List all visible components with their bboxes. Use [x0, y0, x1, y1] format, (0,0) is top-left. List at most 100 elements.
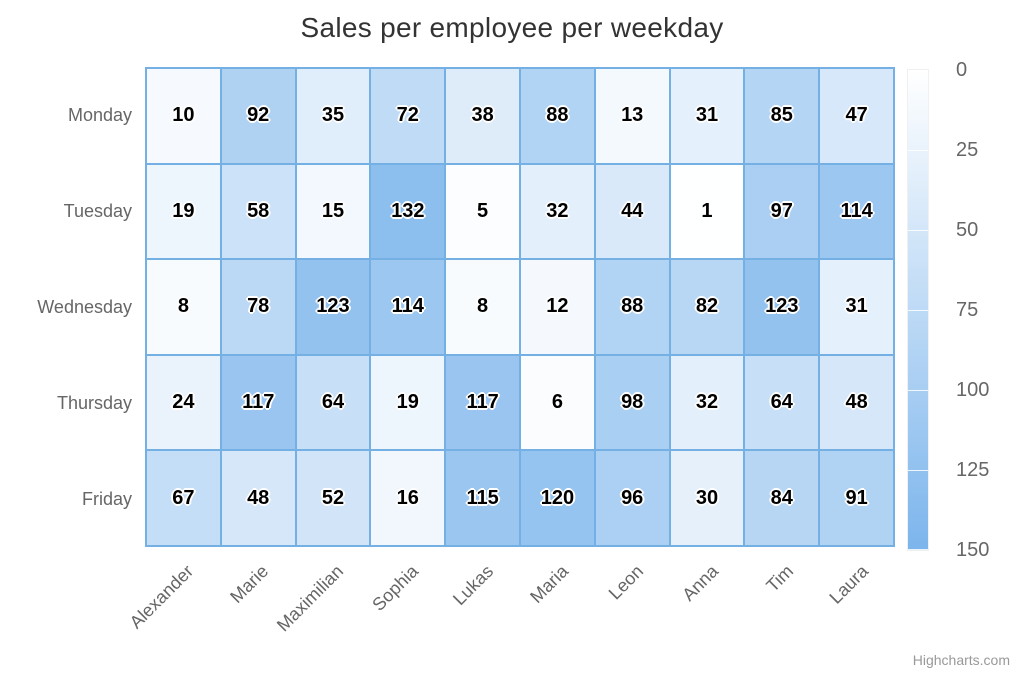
heatmap-cell[interactable]: 92	[220, 68, 296, 164]
cell-value-label: 48	[845, 391, 868, 414]
heatmap-cell[interactable]: 48	[220, 450, 296, 546]
cell-value-label: 88	[621, 295, 644, 318]
cell-value-label: 84	[770, 486, 793, 509]
cell-value-label: 8	[477, 295, 489, 318]
cell-value-label: 30	[695, 486, 719, 509]
cell-value-label: 19	[396, 391, 419, 414]
cell-value-label: 35	[321, 104, 345, 127]
x-axis-label: Laura	[824, 561, 872, 608]
y-axis-label: Tuesday	[63, 200, 132, 221]
heatmap-cell[interactable]: 15	[295, 163, 371, 260]
heatmap-cell[interactable]: 13	[594, 68, 670, 164]
cell-value-label: 31	[845, 295, 868, 318]
heatmap-cell[interactable]: 67	[146, 450, 221, 546]
heatmap-cell[interactable]: 31	[819, 259, 894, 355]
cell-value-label: 123	[765, 295, 799, 318]
color-axis-legend-bar	[908, 70, 928, 550]
legend-tick-line	[908, 390, 928, 391]
cell-value-label: 120	[540, 486, 575, 509]
cell-value-label: 117	[242, 391, 275, 414]
heatmap-cell[interactable]: 10	[146, 68, 221, 164]
cell-value-label: 88	[546, 104, 569, 127]
cell-value-label: 38	[471, 104, 494, 127]
heatmap-cell[interactable]: 16	[370, 450, 446, 546]
heatmap-cell[interactable]: 96	[594, 450, 670, 546]
heatmap-cell[interactable]: 24	[146, 354, 221, 451]
y-axis-label: Thursday	[56, 392, 132, 413]
heatmap-cell[interactable]: 52	[295, 450, 371, 546]
cell-value-label: 10	[172, 104, 195, 127]
heatmap-cell[interactable]: 32	[669, 354, 745, 451]
heatmap-cell[interactable]: 58	[220, 163, 296, 260]
heatmap-cell[interactable]: 115	[445, 450, 520, 546]
cell-value-label: 8	[177, 295, 189, 318]
cell-value-label: 15	[321, 199, 345, 222]
heatmap-cell[interactable]: 5	[445, 163, 520, 260]
heatmap-cell[interactable]: 98	[594, 354, 670, 451]
heatmap-cell[interactable]: 19	[146, 163, 221, 260]
legend-tick-line	[908, 549, 928, 550]
heatmap-cell[interactable]: 72	[370, 68, 446, 164]
heatmap-cell[interactable]: 8	[146, 259, 221, 355]
heatmap-cell[interactable]: 114	[819, 163, 894, 260]
heatmap-cell[interactable]: 64	[295, 354, 371, 451]
heatmap-cell[interactable]: 47	[819, 68, 894, 164]
heatmap-cell[interactable]: 91	[819, 450, 894, 546]
heatmap-cell[interactable]: 6	[520, 354, 595, 451]
cell-value-label: 115	[466, 486, 499, 509]
cell-value-label: 91	[845, 486, 868, 509]
heatmap-cell[interactable]: 64	[744, 354, 820, 451]
heatmap-cell[interactable]: 117	[445, 354, 520, 451]
heatmap-cell[interactable]: 31	[669, 68, 745, 164]
legend-tick-label: 25	[956, 139, 979, 161]
heatmap-cell[interactable]: 117	[220, 354, 296, 451]
heatmap-cell[interactable]: 88	[520, 68, 595, 164]
cell-value-label: 58	[247, 199, 270, 222]
legend-tick-label: 150	[956, 539, 990, 561]
cell-value-label: 98	[621, 391, 644, 414]
heatmap-cell[interactable]: 38	[445, 68, 520, 164]
cell-value-label: 16	[396, 486, 419, 509]
heatmap-cell[interactable]: 78	[220, 259, 296, 355]
legend-tick-line	[908, 150, 928, 151]
heatmap-cell[interactable]: 30	[669, 450, 745, 546]
heatmap-cell[interactable]: 88	[594, 259, 670, 355]
legend-tick-label: 75	[956, 299, 979, 321]
heatmap-cell[interactable]: 85	[744, 68, 820, 164]
heatmap-cell[interactable]: 123	[744, 259, 820, 355]
heatmap-cell[interactable]: 82	[669, 259, 745, 355]
heatmap-cell[interactable]: 44	[594, 163, 670, 260]
cell-value-label: 123	[316, 295, 350, 318]
legend-tick-line	[908, 310, 928, 311]
heatmap-cell[interactable]: 84	[744, 450, 820, 546]
heatmap-cell[interactable]: 97	[744, 163, 820, 260]
heatmap-cell[interactable]: 120	[520, 450, 595, 546]
cell-value-label: 78	[247, 295, 270, 318]
heatmap-cell[interactable]: 132	[370, 163, 446, 260]
heatmap-cell[interactable]: 19	[370, 354, 446, 451]
cell-value-label: 97	[770, 199, 793, 222]
cell-value-label: 96	[621, 486, 644, 509]
heatmap-plot: 10 92 35 72 38 88 13 31 85 47 19 58 15 132 5 32 44 1 97 114…	[145, 67, 895, 547]
cell-value-label: 32	[546, 199, 569, 222]
cell-value-label: 72	[396, 104, 419, 127]
legend-tick-line	[908, 470, 928, 471]
heatmap-cell[interactable]: 32	[520, 163, 595, 260]
cell-value-label: 47	[845, 104, 868, 127]
cell-value-label: 19	[172, 199, 195, 222]
chart-title: Sales per employee per weekday	[300, 12, 724, 43]
cell-value-label: 1	[701, 199, 713, 222]
highcharts-credits-link[interactable]: Highcharts.com	[912, 652, 1010, 668]
legend-tick-label: 50	[956, 219, 979, 241]
y-axis-label: Friday	[81, 488, 132, 509]
heatmap-cell[interactable]: 114	[370, 259, 446, 355]
heatmap-cell[interactable]: 48	[819, 354, 894, 451]
heatmap-cell[interactable]: 1	[669, 163, 745, 260]
cell-value-label: 12	[546, 295, 569, 318]
heatmap-cell[interactable]: 8	[445, 259, 520, 355]
cell-value-label: 6	[551, 391, 563, 414]
heatmap-cell[interactable]: 123	[295, 259, 371, 355]
heatmap-cell[interactable]: 35	[295, 68, 371, 164]
heatmap-cell[interactable]: 12	[520, 259, 595, 355]
